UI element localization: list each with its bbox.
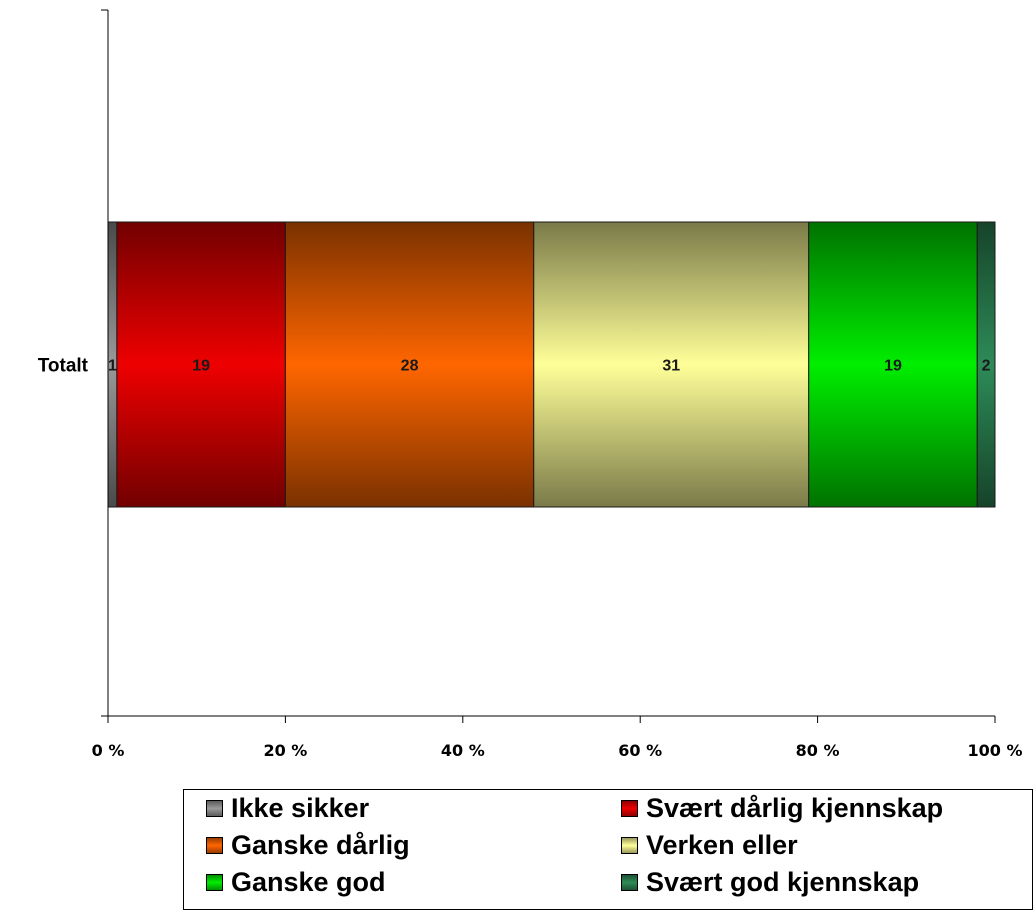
stacked-bar-chart: 1 19 28 31 19 2 0 % 20 % 40 % 60 % 80 % 100 % Tota… [38, 9, 1023, 760]
legend-swatch [206, 873, 223, 891]
data-label: 2 [982, 358, 991, 375]
legend: Ikke sikker Svært dårlig kjennskap Ganske … [183, 789, 1033, 910]
data-label: 19 [884, 358, 902, 375]
bar-segment-5 [808, 221, 978, 508]
legend-item: Ganske god [206, 866, 386, 898]
bar-segment-3 [284, 221, 535, 508]
legend-label: Ganske dårlig [231, 829, 410, 860]
data-labels: 1 19 28 31 19 2 [108, 358, 991, 375]
x-tick-label: 40 % [441, 741, 485, 760]
legend-label: Ikke sikker [231, 792, 370, 823]
legend-item: Ikke sikker [206, 792, 369, 824]
legend-swatch [621, 799, 638, 817]
legend-item: Verken eller [621, 829, 798, 861]
legend-label: Svært dårlig kjennskap [646, 792, 944, 823]
legend-swatch [621, 873, 638, 891]
data-label: 31 [662, 358, 680, 375]
legend-label: Ganske god [231, 866, 386, 897]
x-tick-label: 60 % [618, 741, 662, 760]
legend-label: Verken eller [646, 829, 798, 860]
category-labels: Totalt [38, 356, 89, 377]
category-label: Totalt [38, 356, 89, 377]
legend-swatch [621, 836, 638, 854]
tick-labels: 0 % 20 % 40 % 60 % 80 % 100 % [92, 741, 1023, 760]
x-tick-label: 20 % [263, 741, 307, 760]
x-tick-label: 100 % [968, 741, 1023, 760]
legend-item: Svært dårlig kjennskap [621, 792, 943, 824]
legend-label: Svært god kjennskap [646, 866, 920, 897]
x-tick-label: 0 % [92, 741, 125, 760]
legend-item: Svært god kjennskap [621, 866, 919, 898]
legend-swatch [206, 836, 223, 854]
data-label: 28 [401, 358, 419, 375]
x-tick-label: 80 % [796, 741, 840, 760]
bar-segments [107, 221, 996, 508]
data-label: 1 [108, 358, 117, 375]
legend-item: Ganske dårlig [206, 829, 410, 861]
axes [101, 9, 996, 723]
data-label: 19 [192, 358, 210, 375]
bar-segment-6 [976, 221, 996, 508]
legend-swatch [206, 799, 223, 817]
